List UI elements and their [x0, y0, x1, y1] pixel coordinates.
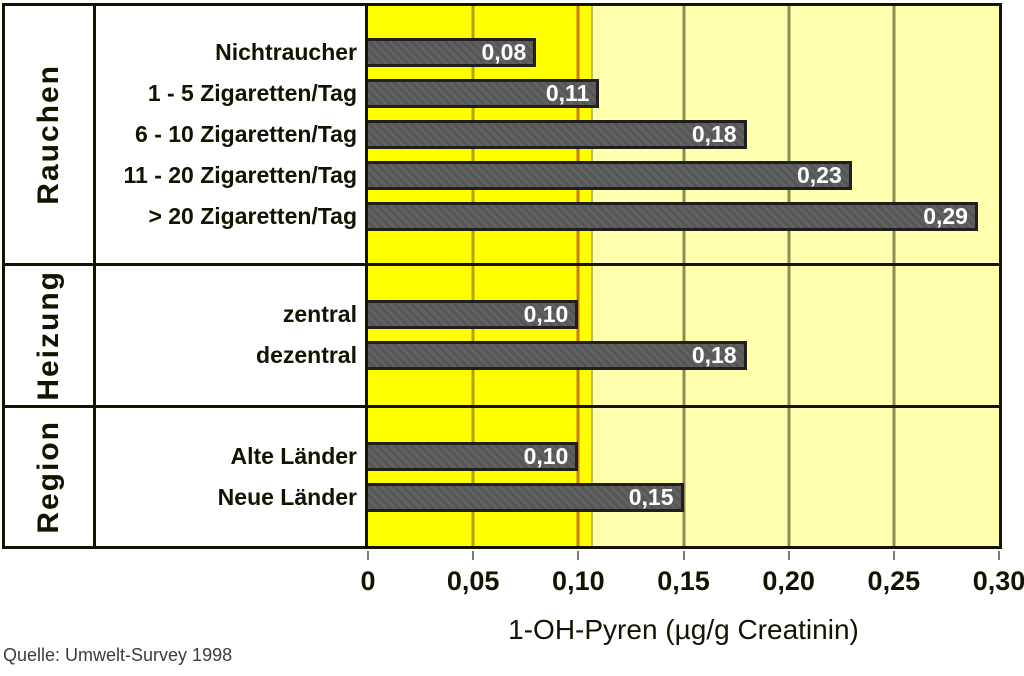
gridline — [682, 407, 685, 546]
x-axis-tick — [367, 551, 369, 560]
x-axis-tick-label: 0,10 — [552, 566, 605, 596]
bar: 0,23 — [368, 161, 852, 191]
x-axis-title: 1-OH-Pyren (µg/g Creatinin) — [508, 614, 859, 645]
plot-panel-heizung: 0,10 0,18 — [368, 266, 999, 405]
x-axis-tick — [787, 551, 790, 560]
group-label-rauchen: Rauchen — [32, 64, 65, 205]
bar-row: 0,29 — [368, 196, 999, 237]
x-axis-tick — [892, 551, 895, 560]
category-labels-cell-region: Alte Länder Neue Länder — [96, 407, 368, 546]
bar: 0,10 — [368, 300, 579, 330]
gridline — [471, 407, 475, 546]
x-axis-tick — [998, 551, 1000, 560]
group-label-cell-heizung: Heizung — [5, 266, 96, 405]
bar: 0,11 — [368, 79, 600, 109]
x-axis-tick — [577, 551, 580, 560]
bars-region: 0,10 0,15 — [368, 408, 999, 546]
x-axis-tick — [682, 551, 685, 560]
bar: 0,10 — [368, 441, 579, 471]
chart-table: Rauchen Nichtraucher 1 - 5 Zigaretten/Tag 6… — [2, 3, 1002, 549]
group-band-rauchen: Rauchen Nichtraucher 1 - 5 Zigaretten/Tag 6… — [5, 6, 999, 264]
x-axis-tick-label: 0 — [360, 566, 376, 596]
gridline — [682, 266, 685, 405]
group-label-cell-region: Region — [5, 407, 96, 546]
x-axis-tick-label: 0,15 — [657, 566, 710, 596]
bar-value-label: 0,11 — [545, 80, 590, 107]
gridline — [787, 6, 791, 264]
bar: 0,18 — [368, 341, 747, 371]
gridline — [576, 266, 580, 405]
bar-row: 0,15 — [368, 477, 999, 518]
bar: 0,29 — [368, 202, 978, 232]
x-axis-tick-label: 0,05 — [446, 566, 500, 596]
bar-value-label: 0,15 — [628, 483, 674, 510]
category-label: zentral — [282, 301, 357, 328]
category-label: 11 - 20 Zigaretten/Tag — [123, 162, 357, 189]
bars-heizung: 0,10 0,18 — [368, 266, 999, 404]
gridline — [787, 407, 791, 546]
group-band-region: Region Alte Länder Neue Länder 0,10 0,15 — [5, 404, 999, 546]
category-labels-cell-rauchen: Nichtraucher 1 - 5 Zigaretten/Tag 6 - 10 Z… — [96, 6, 368, 264]
bar-value-label: 0,18 — [691, 121, 737, 148]
gridline — [892, 407, 896, 546]
bar-row: 0,10 — [368, 294, 999, 335]
bar-value-label: 0,08 — [481, 39, 527, 66]
category-label: Neue Länder — [217, 483, 357, 510]
bar-value-label: 0,10 — [523, 442, 569, 469]
plot-panel-rauchen: 0,08 0,11 0,18 0,23 0,29 — [368, 6, 999, 264]
group-label-heizung: Heizung — [32, 269, 65, 401]
source-note: Quelle: Umwelt-Survey 1998 — [3, 645, 233, 665]
group-label-cell-rauchen: Rauchen — [5, 6, 96, 264]
bar: 0,15 — [368, 482, 684, 512]
bar-value-label: 0,23 — [797, 162, 842, 189]
category-label: Nichtraucher — [215, 39, 357, 66]
category-label: Alte Länder — [230, 442, 357, 469]
group-band-heizung: Heizung zentral dezentral 0,10 0,18 — [5, 263, 999, 405]
category-labels-cell-heizung: zentral dezentral — [96, 266, 368, 405]
gridline — [787, 266, 791, 405]
bar-row: 0,10 — [368, 436, 999, 477]
x-axis-tick — [472, 551, 475, 560]
gridline — [892, 266, 896, 405]
bar: 0,08 — [368, 38, 537, 68]
x-axis-tick-label: 0,25 — [867, 566, 921, 596]
bar-value-label: 0,10 — [523, 301, 569, 328]
x-axis-tick-label: 0,20 — [762, 566, 815, 596]
bar-row: 0,11 — [368, 73, 999, 114]
gridline — [471, 266, 475, 405]
x-axis-tick-label: 0,30 — [972, 566, 1024, 596]
x-axis: 0 0,05 0,10 0,15 0,20 0,25 0,30 — [360, 550, 1024, 605]
category-label: dezentral — [256, 342, 357, 369]
category-label: 1 - 5 Zigaretten/Tag — [147, 80, 357, 107]
bar-row: 0,18 — [368, 335, 999, 376]
bar-row: 0,18 — [368, 114, 999, 155]
plot-panel-region: 0,10 0,15 — [368, 407, 999, 546]
bar-row: 0,23 — [368, 155, 999, 196]
bar: 0,18 — [368, 120, 747, 150]
category-label: > 20 Zigaretten/Tag — [148, 203, 357, 230]
gridline — [892, 6, 896, 264]
bars-rauchen: 0,08 0,11 0,18 0,23 0,29 — [368, 6, 999, 263]
gridline — [576, 407, 580, 546]
bar-row: 0,08 — [368, 32, 999, 73]
bar-value-label: 0,29 — [923, 203, 968, 230]
group-label-region: Region — [32, 419, 65, 534]
category-label: 6 - 10 Zigaretten/Tag — [135, 121, 357, 148]
bar-value-label: 0,18 — [691, 342, 737, 369]
